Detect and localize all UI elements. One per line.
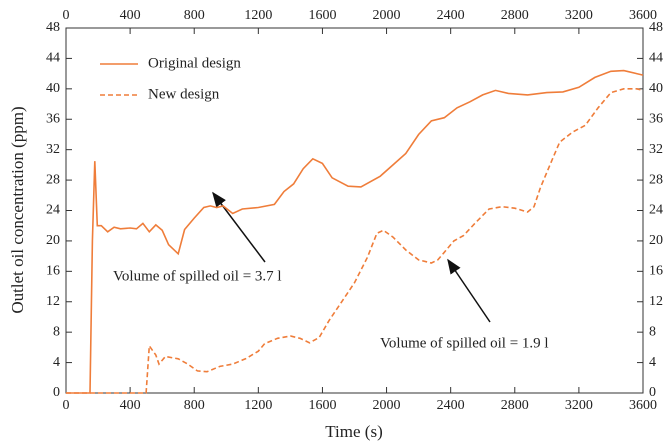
x-tick-label-top: 1600 [308,8,336,23]
y-tick-label-right: 44 [649,51,663,66]
x-tick-label-top: 1200 [244,8,272,23]
y-tick-label-right: 12 [649,294,663,309]
y-tick-label-right: 40 [649,81,663,96]
y-tick-label: 32 [46,142,60,157]
y-tick-label-right: 20 [649,233,663,248]
x-tick-label-top: 400 [120,8,141,23]
x-tick-label: 2000 [373,398,401,413]
annotation-arrow [447,258,491,323]
y-tick-label: 20 [46,233,60,248]
y-tick-label-right: 32 [649,142,663,157]
y-tick-label: 12 [46,294,60,309]
x-axis-title: Time (s) [325,422,382,441]
y-tick-label-right: 24 [649,203,663,218]
y-tick-label: 36 [46,111,60,126]
y-tick-label: 8 [53,324,60,339]
x-tick-label-top: 2000 [373,8,401,23]
y-tick-label-right: 8 [649,324,656,339]
x-tick-label-top: 3600 [629,8,657,23]
y-tick-label-right: 48 [649,20,663,35]
x-tick-label-top: 0 [63,8,70,23]
y-tick-label-right: 36 [649,111,663,126]
x-tick-label: 0 [63,398,70,413]
legend-label: Original design [148,55,241,71]
y-tick-label-right: 16 [649,264,663,279]
x-tick-label-top: 2800 [501,8,529,23]
annotation-arrow [212,191,266,263]
x-tick-label: 2400 [437,398,465,413]
x-tick-label: 2800 [501,398,529,413]
y-tick-label: 28 [46,172,60,187]
x-tick-label: 1200 [244,398,272,413]
x-tick-label: 400 [120,398,141,413]
x-tick-label-top: 3200 [565,8,593,23]
x-tick-label: 3600 [629,398,657,413]
series-line [66,69,644,394]
y-tick-label: 16 [46,264,60,279]
y-tick-label: 48 [46,20,60,35]
y-tick-label-right: 28 [649,172,663,187]
y-tick-label-right: 0 [649,385,656,400]
annotation: Volume of spilled oil = 3.7 l [113,268,282,284]
x-tick-label-top: 2400 [437,8,465,23]
annotation: Volume of spilled oil = 1.9 l [380,335,549,351]
x-tick-label-top: 800 [184,8,205,23]
x-tick-label: 800 [184,398,205,413]
y-tick-label: 40 [46,81,60,96]
plot-frame [65,27,644,394]
x-tick-label: 3200 [565,398,593,413]
y-tick-label: 24 [46,203,60,218]
y-tick-label: 44 [46,51,60,66]
y-tick-label-right: 4 [649,355,656,370]
y-tick-label: 0 [53,385,60,400]
x-tick-label: 1600 [308,398,336,413]
y-axis-title: Outlet oil concentration (ppm) [8,106,27,313]
legend-label: New design [148,86,220,102]
series-line [66,88,644,394]
y-tick-label: 4 [53,355,60,370]
